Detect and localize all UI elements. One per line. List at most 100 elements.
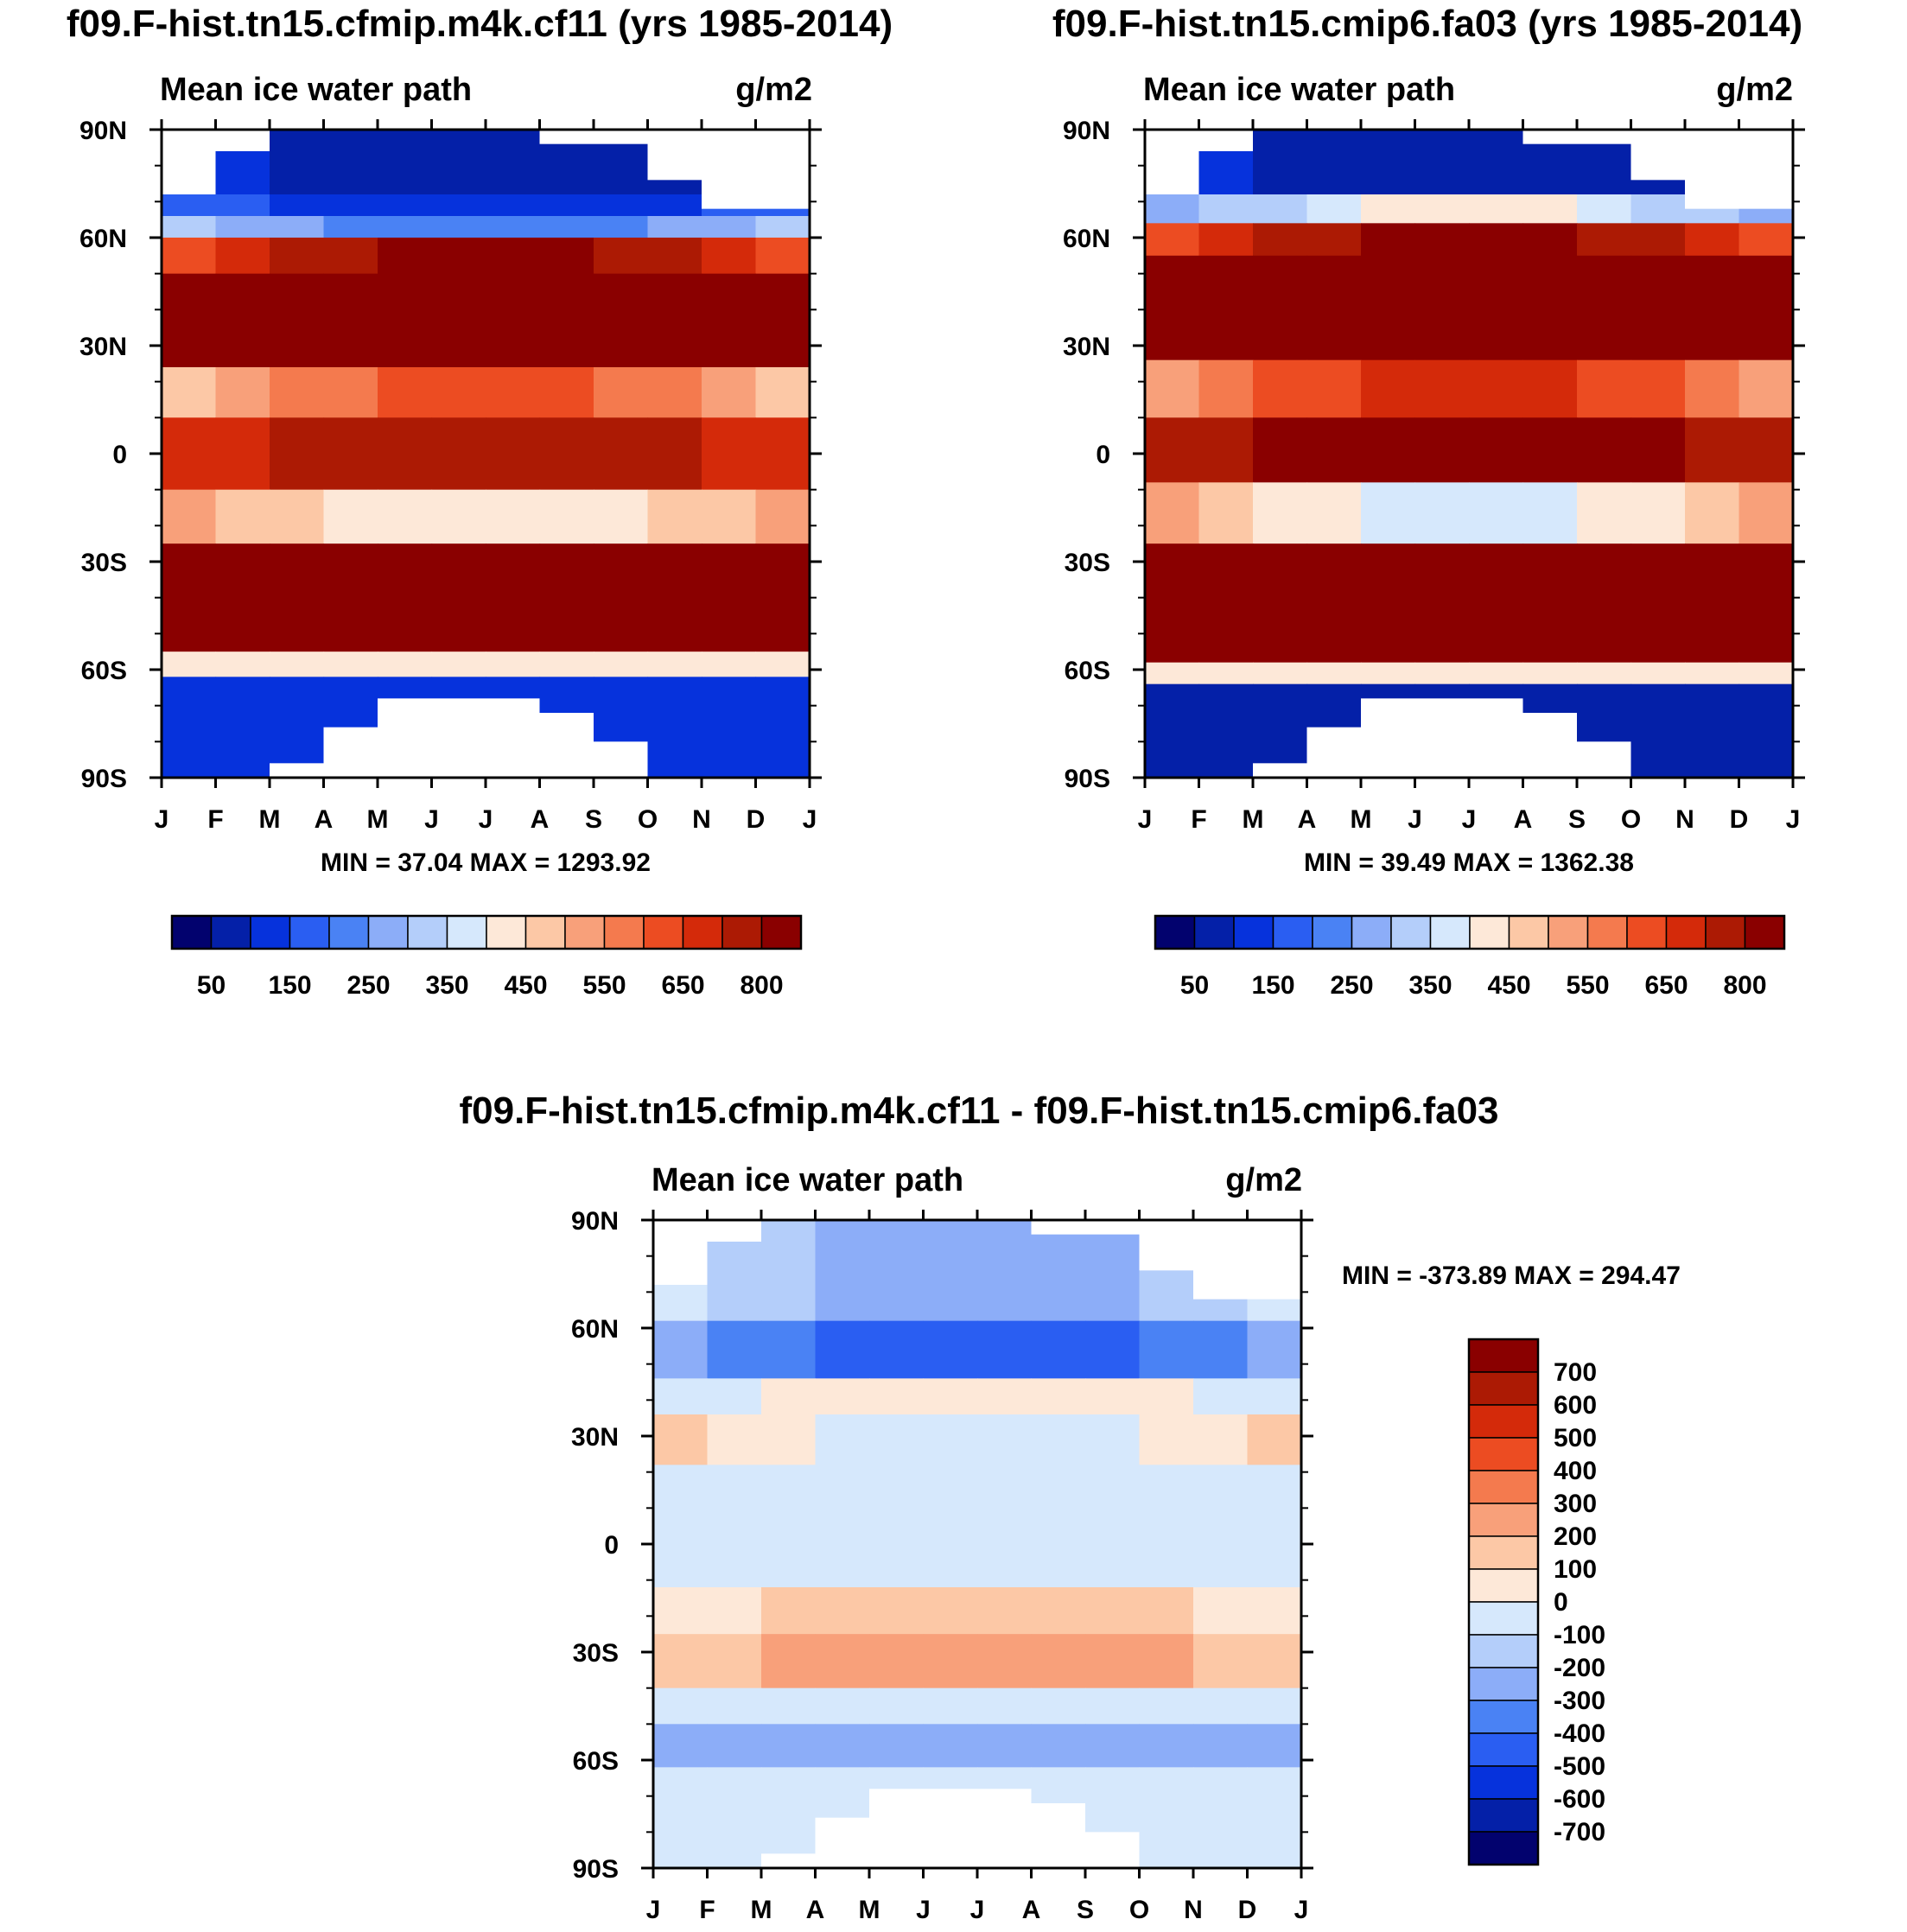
field-cell xyxy=(1630,359,1686,418)
field-cell xyxy=(1685,417,1740,483)
field-cell xyxy=(1306,255,1362,361)
field-cell xyxy=(162,238,217,275)
x-tick-label: O xyxy=(1129,1896,1149,1924)
field-cell xyxy=(1193,1687,1249,1725)
field-cell xyxy=(270,130,325,195)
field-cell xyxy=(1361,359,1416,418)
field-cell xyxy=(761,1767,817,1869)
missing-data-region xyxy=(1193,1220,1301,1300)
field-cell xyxy=(707,1634,762,1689)
panel3-title: f09.F-hist.tn15.cfmip.m4k.cf11 - f09.F-h… xyxy=(459,1090,1498,1132)
colorbar-box xyxy=(1468,1437,1539,1471)
field-cell xyxy=(1685,359,1740,418)
colorbar-box xyxy=(1312,915,1353,950)
colorbar-label: 200 xyxy=(1554,1522,1597,1551)
panel1-field xyxy=(162,130,810,779)
field-cell xyxy=(1193,1414,1249,1465)
missing-data-region xyxy=(1031,1803,1085,1868)
field-cell xyxy=(761,1724,817,1768)
field-cell xyxy=(323,238,378,275)
field-cell xyxy=(1739,359,1794,418)
missing-data-region xyxy=(594,741,648,778)
missing-data-region xyxy=(378,698,540,778)
field-cell xyxy=(653,1414,709,1465)
field-cell xyxy=(702,677,757,779)
field-cell xyxy=(215,194,270,217)
field-cell xyxy=(1247,1587,1302,1635)
field-cell xyxy=(1139,1465,1194,1588)
colorbar-label: -300 xyxy=(1554,1687,1605,1715)
field-cell xyxy=(977,1465,1033,1588)
field-cell xyxy=(486,417,541,491)
y-tick-label: 30N xyxy=(79,333,127,361)
colorbar-label: 150 xyxy=(268,971,311,1000)
field-cell xyxy=(707,1687,762,1725)
field-cell xyxy=(162,194,217,217)
colorbar-box xyxy=(1272,915,1313,950)
field-cell xyxy=(539,489,594,544)
colorbar-box xyxy=(1468,1732,1539,1767)
field-cell xyxy=(1198,223,1254,257)
missing-data-region xyxy=(539,130,648,144)
field-cell xyxy=(755,651,810,677)
missing-data-region xyxy=(653,1220,708,1285)
x-tick-label: M xyxy=(1351,805,1372,834)
field-cell xyxy=(653,1687,709,1725)
missing-data-region xyxy=(1522,713,1577,778)
field-cell xyxy=(647,273,702,368)
field-cell xyxy=(215,651,270,677)
colorbar-label: 450 xyxy=(1487,971,1530,1000)
colorbar-box xyxy=(367,915,409,950)
missing-data-region xyxy=(215,130,270,151)
colorbar-box xyxy=(1469,915,1510,950)
field-cell xyxy=(486,651,541,677)
field-cell xyxy=(869,1378,925,1415)
field-cell xyxy=(761,1220,817,1322)
field-cell xyxy=(1139,1634,1194,1689)
panel2-field xyxy=(1145,130,1794,779)
y-tick-label: 0 xyxy=(112,441,127,469)
field-cell xyxy=(270,238,325,275)
x-tick-label: S xyxy=(1077,1896,1094,1924)
colorbar-box xyxy=(1548,915,1589,950)
x-tick-label: O xyxy=(1621,805,1641,834)
x-tick-label: D xyxy=(1238,1896,1257,1924)
field-cell xyxy=(162,417,217,491)
field-cell xyxy=(378,130,433,195)
field-cell xyxy=(702,216,757,238)
field-cell xyxy=(323,489,378,544)
field-cell xyxy=(923,1587,978,1635)
missing-data-region xyxy=(1306,727,1361,778)
colorbar-box xyxy=(1429,915,1471,950)
field-cell xyxy=(1522,662,1578,685)
field-cell xyxy=(1253,255,1308,361)
field-cell xyxy=(323,651,378,677)
colorbar-label: 800 xyxy=(740,971,783,1000)
field-cell xyxy=(539,543,594,652)
x-tick-label: S xyxy=(585,805,602,834)
field-cell xyxy=(539,367,594,418)
field-cell xyxy=(653,1634,709,1689)
x-tick-label: J xyxy=(646,1896,661,1924)
field-cell xyxy=(594,543,649,652)
x-tick-label: J xyxy=(970,1896,985,1924)
field-cell xyxy=(1577,223,1632,257)
panel-difference: f09.F-hist.tn15.cfmip.m4k.cf11 - f09.F-h… xyxy=(459,1090,1680,1924)
field-cell xyxy=(1739,662,1794,685)
field-cell xyxy=(1414,194,1470,224)
field-cell xyxy=(1630,417,1686,483)
field-cell xyxy=(1522,255,1578,361)
missing-data-region xyxy=(869,1789,1032,1868)
field-cell xyxy=(378,238,433,275)
colorbar-box xyxy=(1468,1371,1539,1406)
field-cell xyxy=(755,238,810,275)
field-cell xyxy=(1469,482,1524,544)
field-cell xyxy=(1247,1767,1302,1869)
field-cell xyxy=(1085,1220,1141,1322)
x-tick-label: D xyxy=(1730,805,1749,834)
x-tick-label: S xyxy=(1568,805,1586,834)
field-cell xyxy=(977,1378,1033,1415)
field-cell xyxy=(1577,482,1632,544)
x-tick-label: J xyxy=(803,805,817,834)
field-cell xyxy=(1193,1587,1249,1635)
